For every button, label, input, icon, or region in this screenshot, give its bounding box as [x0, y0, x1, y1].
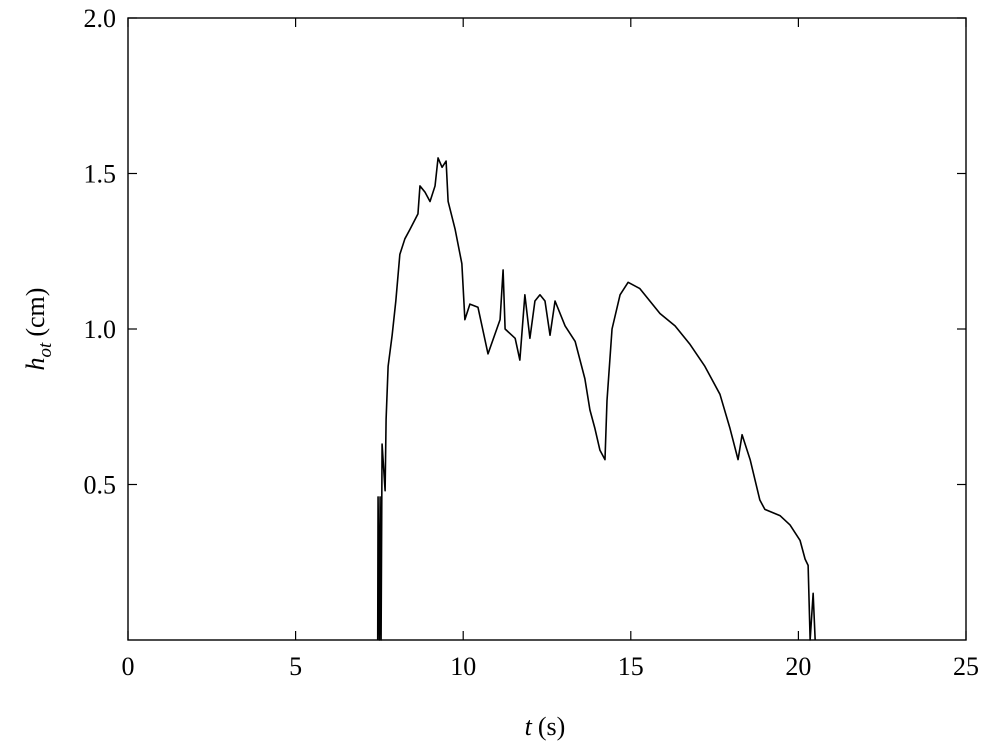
- x-tick-label: 5: [289, 652, 302, 681]
- y-label-symbol: h: [21, 357, 50, 370]
- x-axis-label: t (s): [525, 712, 566, 741]
- x-tick-label: 20: [785, 652, 811, 681]
- x-label-symbol: t: [525, 712, 533, 741]
- y-tick-label: 2.0: [84, 4, 117, 33]
- data-line: [376, 157, 816, 641]
- y-tick-label: 1.5: [84, 160, 117, 189]
- x-label-unit: (s): [538, 712, 565, 741]
- y-axis-label: hot (cm): [21, 288, 56, 371]
- plot-frame: [127, 17, 967, 641]
- x-tick-label: 10: [450, 652, 476, 681]
- x-tick-label: 0: [122, 652, 135, 681]
- y-tick-label: 1.0: [84, 315, 117, 344]
- x-tick-label: 15: [618, 652, 644, 681]
- y-tick-label: 0.5: [84, 471, 117, 500]
- y-label-unit: (cm): [21, 288, 50, 337]
- y-label-subscript: ot: [35, 342, 56, 358]
- x-tick-label: 25: [953, 652, 979, 681]
